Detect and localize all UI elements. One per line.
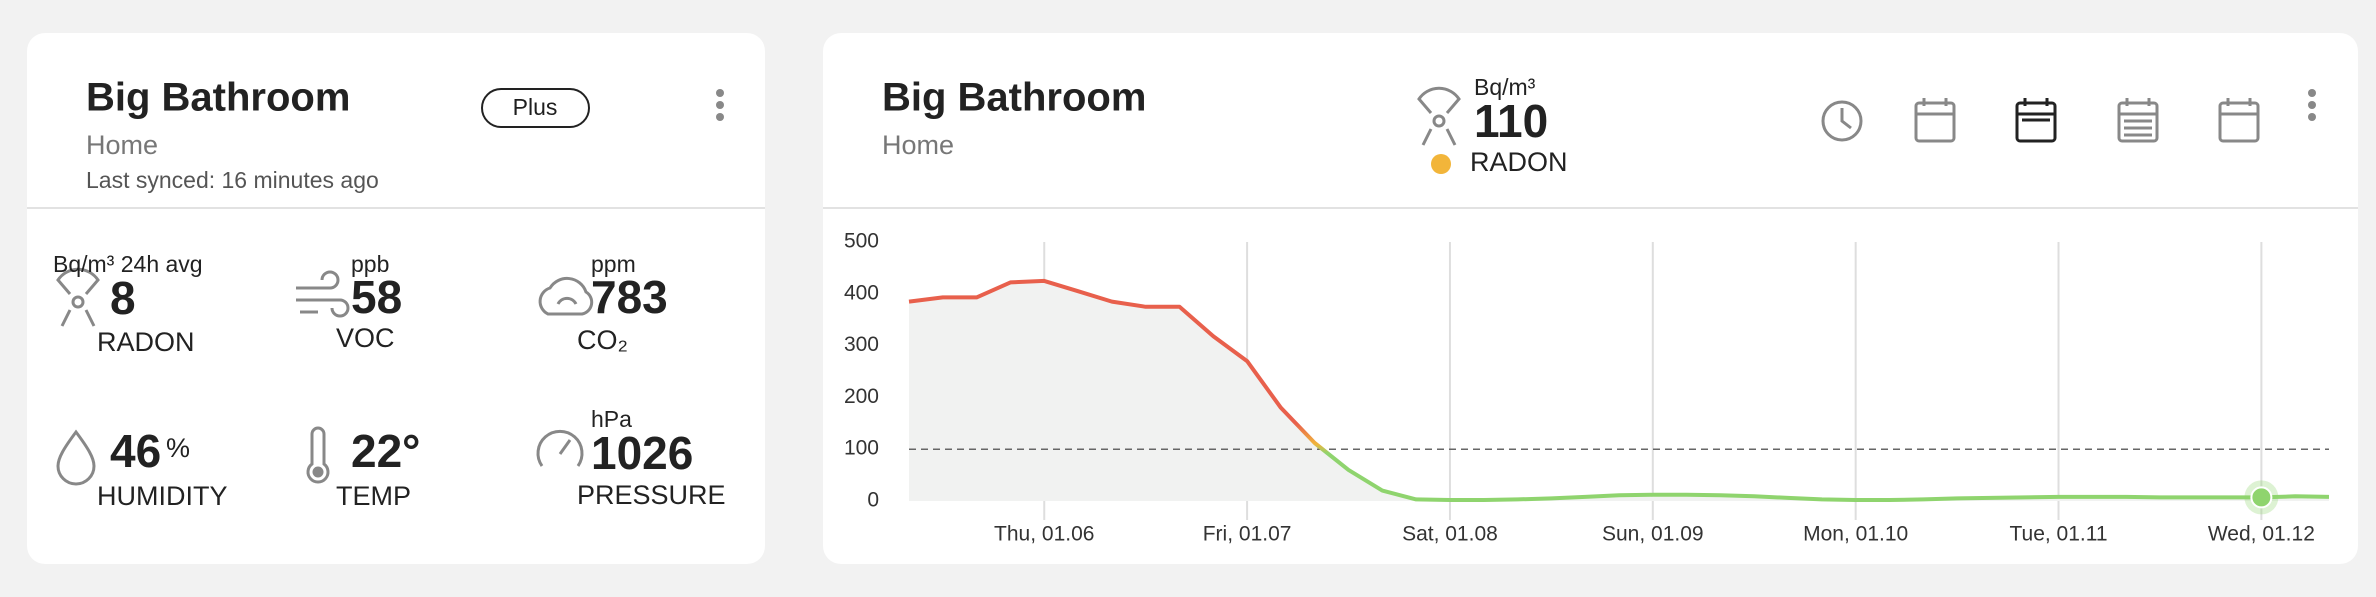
y-tick-label: 0 xyxy=(867,489,879,512)
range-live[interactable] xyxy=(1821,100,1863,142)
range-month[interactable] xyxy=(2117,98,2159,143)
range-day[interactable] xyxy=(1914,98,1956,143)
current-label: RADON xyxy=(1470,147,1568,177)
co2-icon xyxy=(538,276,594,316)
y-tick-label: 400 xyxy=(844,281,879,304)
metric-value: 58 xyxy=(351,271,402,323)
metric-label: RADON xyxy=(97,327,195,357)
title: Big Bathroom xyxy=(882,76,1146,120)
metric-value: 22 xyxy=(351,425,402,477)
humidity-icon xyxy=(56,429,96,486)
metric-value: 783 xyxy=(591,271,668,323)
metric-unit: ° xyxy=(402,425,420,477)
radon-icon xyxy=(1417,86,1461,146)
x-tick-label: Mon, 01.10 xyxy=(1803,523,1908,546)
plan-badge[interactable]: Plus xyxy=(481,88,590,128)
metric-label: CO₂ xyxy=(577,325,628,355)
y-tick-label: 500 xyxy=(844,230,879,253)
metric-unit: ppm xyxy=(591,251,636,277)
metric-unit: Bq/m³ 24h avg xyxy=(53,251,203,277)
range-week[interactable] xyxy=(2015,98,2057,143)
metric-label: PRESSURE xyxy=(577,480,726,510)
radon-icon xyxy=(56,267,100,327)
metric-value: 46 xyxy=(110,425,161,477)
location: Home xyxy=(86,130,158,160)
metric-label: HUMIDITY xyxy=(97,481,228,511)
x-tick-label: Thu, 01.06 xyxy=(994,523,1094,546)
current-unit: Bq/m³ xyxy=(1474,74,1536,100)
metric-unit: hPa xyxy=(591,406,632,432)
status-dot xyxy=(1431,154,1451,174)
menu-button[interactable] xyxy=(716,89,724,121)
menu-button[interactable] xyxy=(2308,89,2316,121)
metric-unit: ppb xyxy=(351,251,389,277)
range-year[interactable] xyxy=(2218,98,2260,143)
x-tick-label: Sat, 01.08 xyxy=(1402,523,1498,546)
chart: 0 100 200 300 400 500 Thu, 01.06 Fri, 01.07 Sat,… xyxy=(844,230,2330,546)
y-tick-label: 200 xyxy=(844,385,879,408)
x-tick-label: Sun, 01.09 xyxy=(1602,523,1704,546)
x-tick-label: Tue, 01.11 xyxy=(2009,523,2107,546)
y-tick-label: 100 xyxy=(844,437,879,460)
x-tick-label: Wed, 01.12 xyxy=(2208,523,2315,546)
metric-unit: % xyxy=(166,433,190,463)
x-tick-label: Fri, 01.07 xyxy=(1203,523,1292,546)
y-tick-label: 300 xyxy=(844,333,879,356)
badge-outline xyxy=(481,88,590,128)
location: Home xyxy=(882,130,954,160)
area xyxy=(909,280,2329,501)
current-point xyxy=(2250,486,2273,509)
metric-value: 8 xyxy=(110,272,136,324)
metric-label: VOC xyxy=(336,323,395,353)
badge-text: Plus xyxy=(513,94,558,120)
title: Big Bathroom xyxy=(86,76,350,120)
metric-label: TEMP xyxy=(336,481,411,511)
metric-value: 1026 xyxy=(591,427,693,479)
summary-card xyxy=(27,33,765,564)
range-buttons xyxy=(1821,89,2316,143)
temp-icon xyxy=(306,426,330,484)
pressure-icon xyxy=(536,429,584,467)
last-synced: Last synced: 16 minutes ago xyxy=(86,167,379,193)
voc-icon xyxy=(296,270,350,318)
current-value: 110 xyxy=(1474,95,1548,147)
line xyxy=(908,278,2330,502)
